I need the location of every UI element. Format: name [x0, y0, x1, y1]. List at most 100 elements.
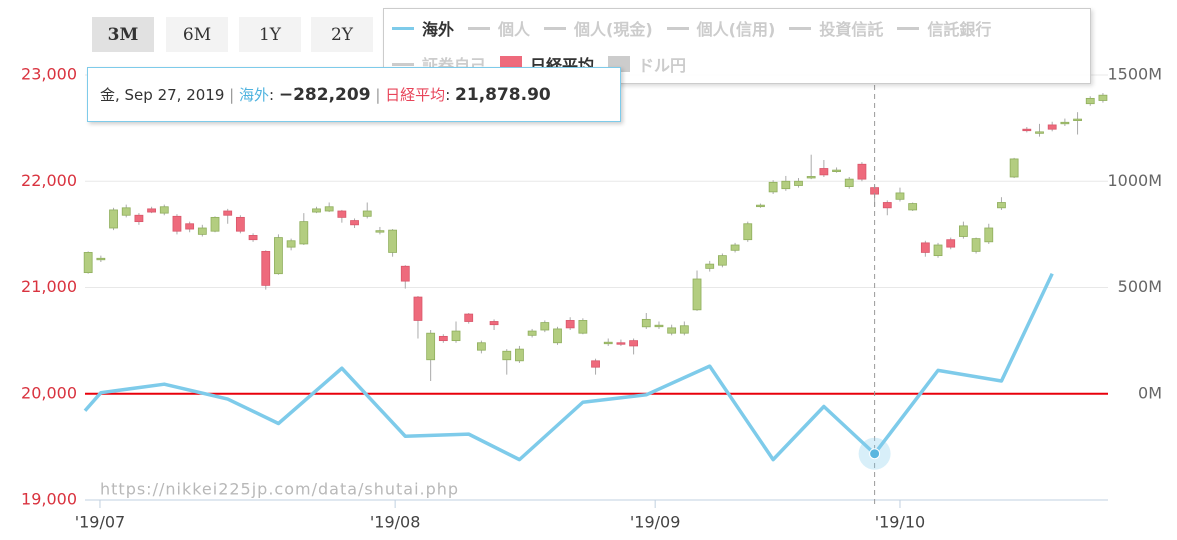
candle-body — [261, 250, 271, 286]
candle-body — [147, 208, 156, 213]
candle-body — [1009, 158, 1019, 178]
legend-marker — [392, 62, 414, 66]
candle-body — [717, 255, 727, 266]
candle-body — [895, 192, 905, 200]
candle-body — [1035, 131, 1044, 134]
candle-body — [908, 203, 918, 211]
legend-marker — [666, 26, 689, 30]
candle-body — [235, 216, 245, 232]
candle-body — [743, 223, 753, 241]
candle-body — [832, 169, 841, 172]
range-button[interactable]: 3M — [92, 17, 154, 52]
watermark: https://nikkei225jp.com/data/shutai.php — [100, 480, 459, 499]
candle-body — [553, 328, 562, 344]
candle-body — [312, 208, 321, 213]
y-tick-label: 19,000 — [21, 490, 77, 509]
candle-body — [705, 263, 715, 269]
tooltip-series: 日経平均 — [385, 86, 446, 104]
candle-body — [997, 202, 1006, 209]
candle-body — [210, 216, 220, 232]
candle-body — [451, 330, 461, 342]
tooltip-colon: : — [445, 85, 451, 104]
legend-label: 個人(現金) — [574, 20, 653, 39]
candle-body — [806, 176, 816, 179]
tooltip-series: 海外 — [239, 86, 270, 104]
y2-tick-label: 1500M — [1107, 65, 1162, 84]
candle-body — [83, 252, 93, 274]
candle-body — [565, 320, 575, 329]
range-button[interactable]: 6M — [166, 17, 228, 52]
legend-label: ドル円 — [638, 56, 687, 75]
legend-item[interactable]: 投資信託 — [789, 15, 883, 41]
legend-marker — [468, 26, 491, 30]
candle-body — [527, 330, 537, 336]
candle-body — [958, 225, 968, 237]
candle-body — [286, 240, 296, 248]
candle-body — [540, 322, 550, 331]
candle-body — [882, 202, 892, 209]
candle-body — [654, 324, 664, 328]
range-button[interactable]: 1Y — [239, 17, 301, 52]
candle-body — [641, 318, 651, 328]
tooltip-separator: | — [229, 85, 235, 104]
y-tick-label: 20,000 — [21, 383, 77, 402]
x-tick-label: '19/09 — [630, 513, 681, 532]
legend-item[interactable]: 個人(現金) — [544, 15, 653, 41]
candle-body — [679, 325, 689, 334]
legend-marker — [392, 26, 414, 30]
x-tick-label: '19/08 — [370, 513, 421, 532]
candle-body — [438, 335, 448, 342]
legend-label: 信託銀行 — [927, 20, 992, 39]
legend-item[interactable]: 信託銀行 — [897, 15, 991, 41]
highlight-point — [869, 448, 881, 460]
candle-body — [920, 242, 930, 253]
candle-body — [476, 342, 486, 351]
legend-item[interactable]: 個人(信用) — [666, 15, 776, 41]
legend-marker — [789, 26, 812, 30]
candle-body — [794, 180, 803, 186]
candle-body — [1047, 124, 1057, 130]
candle-body — [616, 342, 626, 345]
candle-body — [109, 209, 118, 229]
candle-body — [299, 221, 309, 245]
legend-label: 海外 — [422, 20, 455, 39]
candle-body — [464, 313, 474, 322]
candle-body — [819, 168, 829, 176]
candle-body — [984, 227, 994, 243]
candle-body — [134, 214, 144, 223]
candle-body — [197, 227, 207, 235]
candle-body — [185, 223, 195, 230]
candle-body — [159, 206, 169, 214]
candle-body — [933, 244, 943, 257]
tooltip-value: 21,878.90 — [455, 84, 551, 105]
candle-body — [375, 230, 385, 233]
legend-label: 個人(信用) — [696, 20, 776, 39]
candle-body — [591, 360, 600, 368]
candle-body — [1085, 97, 1095, 105]
candle-body — [172, 215, 182, 232]
legend-item[interactable]: 海外 — [392, 15, 454, 41]
candle-body — [489, 321, 499, 326]
candle-body — [768, 181, 778, 193]
range-button[interactable]: 2Y — [311, 17, 373, 52]
y-tick-label: 23,000 — [21, 65, 77, 84]
candle-body — [971, 238, 981, 252]
candle-body — [362, 210, 372, 217]
candle-body — [350, 220, 359, 226]
candle-body — [388, 229, 397, 253]
y2-tick-label: 0M — [1138, 383, 1162, 402]
tooltip-date: 金, Sep 27, 2019 — [100, 86, 225, 104]
candle-body — [756, 204, 765, 208]
candle-body — [1098, 94, 1108, 101]
x-tick-label: '19/10 — [875, 513, 926, 532]
legend-item[interactable]: 個人 — [468, 15, 530, 41]
candle-body — [667, 327, 677, 334]
tooltip-value: −282,209 — [278, 84, 371, 105]
candle-body — [96, 257, 106, 261]
candle-body — [629, 340, 639, 347]
x-tick-label: '19/07 — [75, 513, 126, 532]
legend-label: 投資信託 — [819, 20, 884, 39]
y2-tick-label: 1000M — [1107, 171, 1162, 190]
candle-body — [515, 348, 524, 362]
legend-marker — [544, 26, 567, 30]
